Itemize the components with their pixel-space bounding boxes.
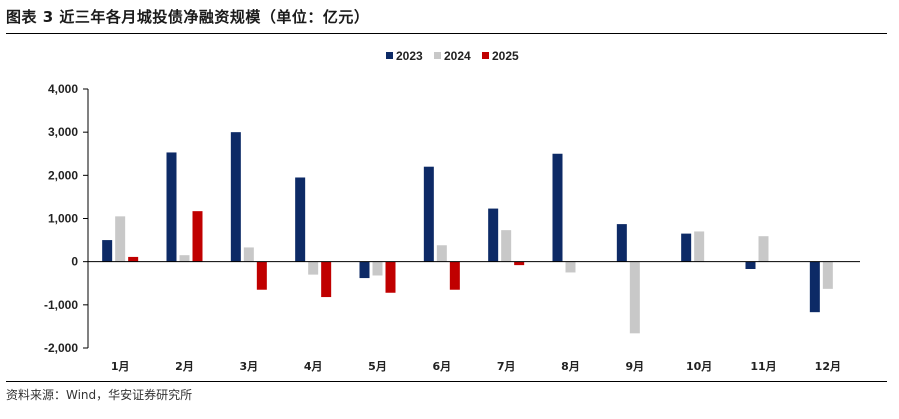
- bar-2024: [565, 261, 576, 273]
- y-tick-label: 1,000: [48, 212, 78, 226]
- bar-2024: [629, 261, 640, 334]
- legend-swatch-2023: [386, 52, 393, 59]
- bar-2025: [192, 211, 203, 262]
- bar-2023: [616, 224, 627, 262]
- bar-2024: [372, 261, 383, 276]
- legend-label-2025: 2025: [492, 49, 519, 63]
- bar-2024: [308, 261, 319, 275]
- x-tick-label: 11月: [750, 360, 776, 373]
- bar-2023: [809, 261, 820, 313]
- figure-title: 图表 3 近三年各月城投债净融资规模（单位：亿元）: [6, 8, 370, 26]
- bar-2023: [745, 261, 756, 270]
- x-tick-label: 1月: [111, 360, 130, 373]
- y-tick-label: -2,000: [44, 341, 78, 355]
- y-tick-label: 0: [71, 255, 78, 269]
- x-tick-label: 7月: [497, 360, 516, 373]
- bar-2023: [359, 261, 370, 279]
- x-tick-label: 5月: [368, 360, 387, 373]
- bar-2025: [321, 261, 332, 298]
- y-tick-label: -1,000: [44, 298, 78, 312]
- x-tick-label: 9月: [626, 360, 645, 373]
- title-divider: [6, 33, 887, 34]
- bar-2024: [436, 245, 447, 262]
- bar-2025: [256, 261, 267, 290]
- y-tick-label: 3,000: [48, 125, 78, 139]
- bar-2023: [230, 132, 241, 262]
- bar-2024: [115, 216, 126, 262]
- bar-2024: [243, 247, 254, 262]
- bar-2023: [423, 166, 434, 262]
- legend-swatch-2024: [434, 52, 441, 59]
- x-tick-label: 4月: [304, 360, 323, 373]
- legend-label-2023: 2023: [396, 49, 423, 63]
- x-tick-label: 6月: [433, 360, 452, 373]
- x-tick-label: 10月: [686, 360, 712, 373]
- x-tick-label: 12月: [815, 360, 841, 373]
- bar-2023: [295, 177, 306, 262]
- legend-label-2024: 2024: [444, 49, 471, 63]
- x-tick-label: 3月: [240, 360, 259, 373]
- bar-2023: [681, 233, 692, 262]
- bar-2024: [501, 230, 512, 262]
- x-tick-label: 2月: [175, 360, 194, 373]
- bar-2025: [514, 261, 525, 266]
- bar-2025: [385, 261, 396, 293]
- bar-2023: [102, 240, 113, 262]
- source-note: 资料来源：Wind，华安证券研究所: [6, 388, 193, 402]
- bar-2024: [694, 231, 705, 262]
- bar-2024: [179, 255, 190, 262]
- bar-2025: [449, 261, 460, 290]
- source-divider: [6, 381, 887, 382]
- y-tick-label: 4,000: [48, 82, 78, 96]
- x-tick-label: 8月: [561, 360, 580, 373]
- legend-swatch-2025: [482, 52, 489, 59]
- bar-2025: [128, 256, 139, 262]
- y-tick-label: 2,000: [48, 168, 78, 182]
- bar-2024: [758, 236, 769, 262]
- bar-2023: [552, 153, 563, 262]
- bar-2023: [166, 152, 177, 262]
- bar-2023: [488, 208, 499, 262]
- bar-2024: [822, 261, 833, 289]
